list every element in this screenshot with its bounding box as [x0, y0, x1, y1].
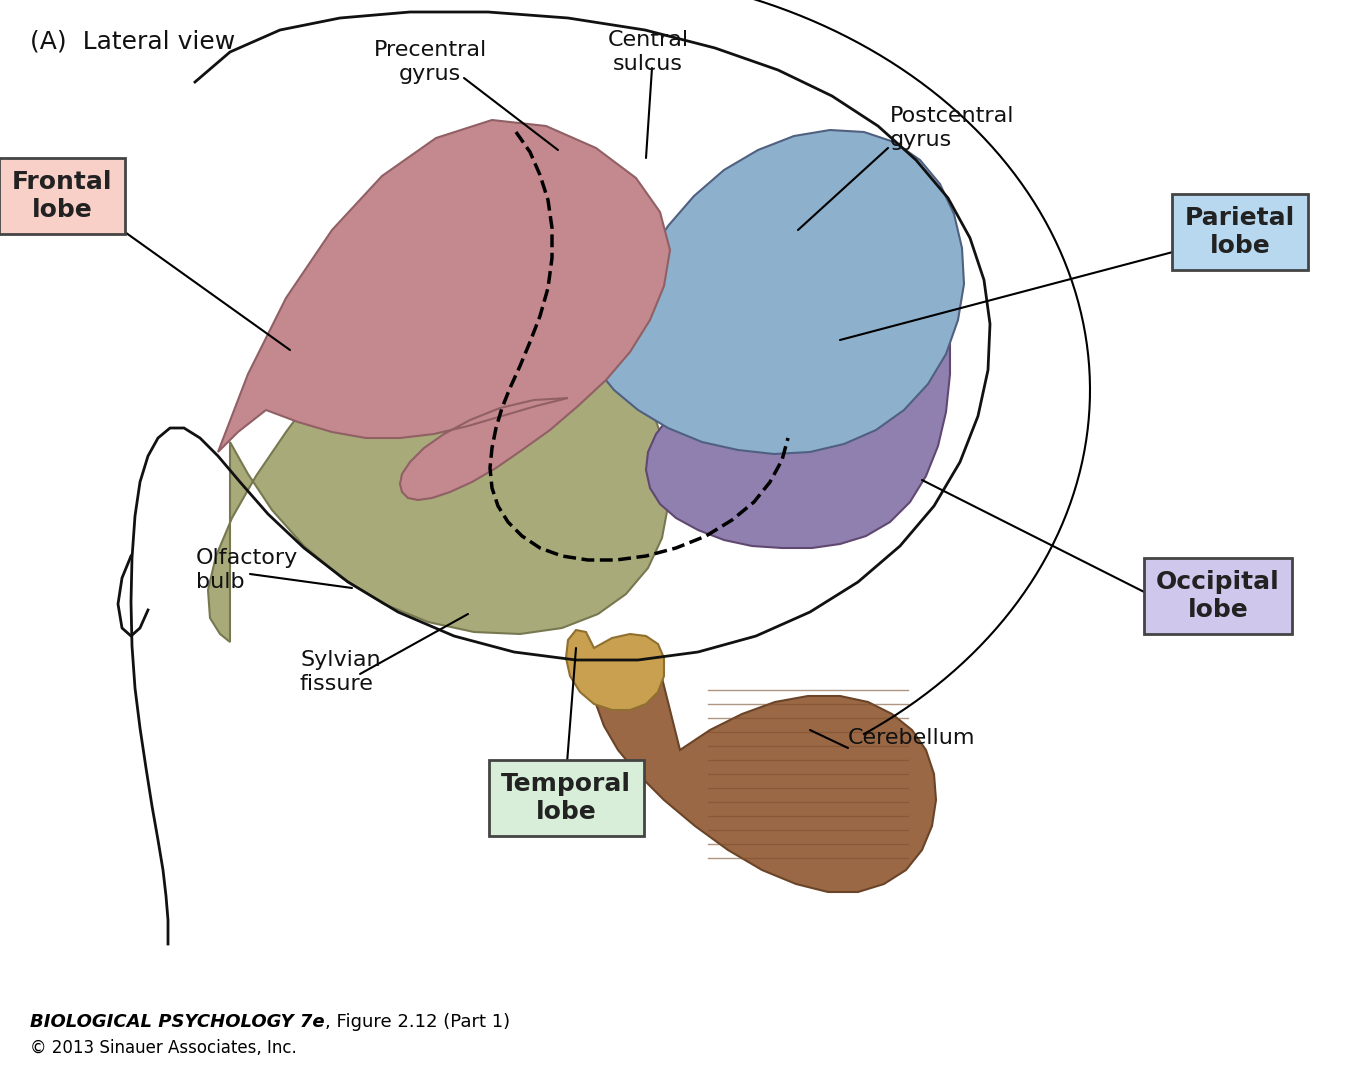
Text: , Figure 2.12 (Part 1): , Figure 2.12 (Part 1) [324, 1013, 510, 1031]
Polygon shape [567, 630, 664, 710]
Text: Postcentral
gyrus: Postcentral gyrus [890, 106, 1015, 149]
Text: Temporal
lobe: Temporal lobe [501, 773, 631, 823]
Text: Frontal
lobe: Frontal lobe [12, 170, 112, 222]
Text: © 2013 Sinauer Associates, Inc.: © 2013 Sinauer Associates, Inc. [30, 1039, 296, 1057]
Text: BIOLOGICAL PSYCHOLOGY 7e: BIOLOGICAL PSYCHOLOGY 7e [30, 1013, 324, 1031]
Text: Precentral
gyrus: Precentral gyrus [373, 40, 487, 83]
Text: Olfactory
bulb: Olfactory bulb [197, 549, 299, 592]
Text: Central
sulcus: Central sulcus [607, 30, 689, 74]
Text: Parietal
lobe: Parietal lobe [1184, 206, 1295, 258]
Polygon shape [646, 160, 950, 547]
Text: Cerebellum: Cerebellum [848, 728, 976, 748]
Polygon shape [596, 646, 935, 892]
Text: (A)  Lateral view: (A) Lateral view [30, 30, 236, 54]
Polygon shape [209, 268, 668, 642]
Polygon shape [218, 120, 670, 500]
Text: Sylvian
fissure: Sylvian fissure [300, 650, 381, 694]
Polygon shape [577, 130, 964, 454]
Text: Occipital
lobe: Occipital lobe [1156, 570, 1280, 622]
